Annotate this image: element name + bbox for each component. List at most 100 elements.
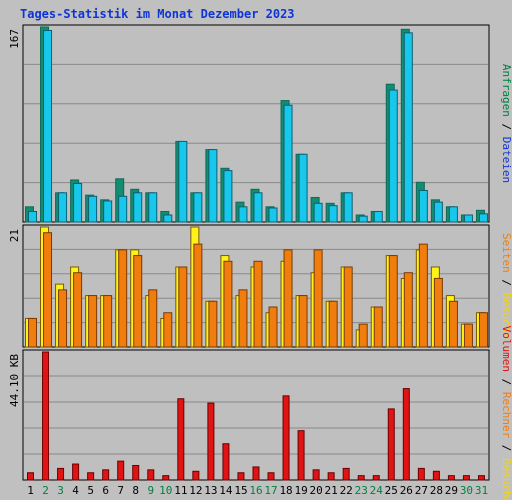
x-tick-label: 7 — [117, 484, 124, 497]
bar-seiten-day-18 — [283, 249, 293, 348]
x-tick-label: 28 — [430, 484, 443, 497]
legend-entry: Rechner — [500, 392, 512, 439]
x-tick-label: 31 — [475, 484, 488, 497]
bar-volumen-day-26 — [402, 388, 410, 481]
bar-seiten-day-27 — [418, 243, 428, 348]
bar-seiten-day-25 — [388, 255, 398, 348]
legend-entry: Besuche — [500, 293, 512, 339]
x-tick-label: 19 — [294, 484, 307, 497]
bar-seiten-day-8 — [133, 255, 143, 348]
y-axis-max-label: 44.10 KB — [8, 354, 21, 407]
bar-dateien-day-8 — [133, 192, 143, 223]
x-tick-label: 12 — [189, 484, 202, 497]
bar-seiten-day-16 — [253, 260, 263, 348]
x-tick-label: 6 — [102, 484, 109, 497]
bar-volumen-day-10 — [162, 475, 170, 481]
bar-dateien-day-6 — [103, 200, 113, 223]
bar-dateien-day-19 — [298, 153, 308, 223]
bar-dateien-day-1 — [28, 210, 37, 223]
bar-dateien-day-21 — [328, 205, 338, 223]
legend-entry: Volumen — [500, 326, 512, 372]
bar-dateien-day-7 — [118, 195, 128, 223]
bar-dateien-day-28 — [433, 201, 443, 223]
bar-seiten-day-28 — [433, 277, 443, 348]
bar-volumen-day-31 — [477, 475, 485, 481]
x-tick-label: 13 — [204, 484, 217, 497]
legend-entry: / — [500, 438, 512, 458]
plot-panel-3 — [22, 349, 490, 481]
bar-dateien-day-9 — [148, 192, 158, 223]
bar-volumen-day-2 — [42, 351, 50, 481]
bar-seiten-day-23 — [358, 323, 368, 348]
bar-seiten-day-10 — [163, 312, 173, 348]
bar-volumen-day-7 — [117, 460, 125, 481]
x-tick-label: 27 — [415, 484, 428, 497]
x-tick-label: 15 — [234, 484, 247, 497]
bar-dateien-day-10 — [163, 214, 173, 223]
x-tick-label: 16 — [249, 484, 262, 497]
bar-seiten-day-31 — [478, 312, 488, 348]
bar-dateien-day-13 — [208, 149, 218, 223]
bar-seiten-day-17 — [268, 306, 278, 348]
bar-volumen-day-8 — [132, 464, 140, 481]
bar-dateien-day-2 — [43, 30, 53, 223]
bar-dateien-day-26 — [403, 32, 413, 223]
bar-dateien-day-4 — [73, 182, 83, 223]
bar-seiten-day-9 — [148, 289, 158, 348]
bar-seiten-day-7 — [118, 249, 128, 348]
bar-dateien-day-12 — [193, 192, 203, 223]
bar-volumen-day-27 — [417, 467, 425, 481]
bar-volumen-day-25 — [387, 408, 395, 481]
bar-volumen-day-11 — [177, 398, 185, 481]
bar-volumen-day-23 — [357, 475, 365, 481]
bar-seiten-day-22 — [343, 266, 353, 348]
legend-entry: Seiten — [500, 233, 512, 273]
x-tick-label: 14 — [219, 484, 233, 497]
bar-dateien-day-16 — [253, 192, 263, 223]
bar-seiten-day-4 — [73, 272, 83, 348]
bar-volumen-day-29 — [447, 475, 455, 481]
x-tick-label: 9 — [147, 484, 154, 497]
bar-seiten-day-12 — [193, 243, 203, 348]
bar-dateien-day-11 — [178, 140, 188, 223]
x-tick-label: 2 — [42, 484, 49, 497]
legend-entry: / — [500, 273, 512, 293]
bar-seiten-day-13 — [208, 300, 218, 348]
bar-volumen-day-15 — [237, 472, 245, 481]
x-tick-label: 18 — [279, 484, 292, 497]
bar-seiten-day-1 — [28, 317, 37, 348]
bar-dateien-day-27 — [418, 189, 428, 223]
bar-volumen-day-12 — [192, 470, 200, 481]
x-tick-label: 5 — [87, 484, 94, 497]
x-tick-label: 22 — [340, 484, 353, 497]
bar-seiten-day-2 — [43, 232, 53, 348]
x-tick-label: 4 — [72, 484, 79, 497]
legend-entry: Dateien — [500, 137, 512, 183]
bar-seiten-day-26 — [403, 272, 413, 348]
legend-entry: Besuche — [500, 458, 512, 500]
x-tick-label: 11 — [174, 484, 187, 497]
x-tick-label: 10 — [159, 484, 172, 497]
x-tick-label: 29 — [445, 484, 458, 497]
bar-volumen-day-14 — [222, 443, 230, 481]
bar-volumen-day-5 — [87, 472, 95, 481]
bar-dateien-day-24 — [373, 210, 383, 223]
x-tick-label: 26 — [400, 484, 413, 497]
bar-volumen-day-4 — [72, 463, 80, 481]
bar-volumen-day-18 — [282, 395, 290, 481]
legend-entry: / — [500, 372, 512, 392]
legend-3: Volumen / Rechner / Besuche — [500, 326, 512, 500]
bar-seiten-day-15 — [238, 289, 248, 348]
bar-dateien-day-14 — [223, 170, 233, 223]
bar-dateien-day-18 — [283, 104, 293, 223]
bar-seiten-day-5 — [88, 295, 98, 348]
bar-dateien-day-31 — [478, 213, 488, 223]
bar-seiten-day-14 — [223, 260, 233, 348]
bar-volumen-day-9 — [147, 469, 155, 481]
bar-volumen-day-17 — [267, 472, 275, 481]
bar-seiten-day-3 — [58, 289, 68, 348]
bar-dateien-day-15 — [238, 206, 248, 223]
bar-dateien-day-20 — [313, 202, 323, 223]
